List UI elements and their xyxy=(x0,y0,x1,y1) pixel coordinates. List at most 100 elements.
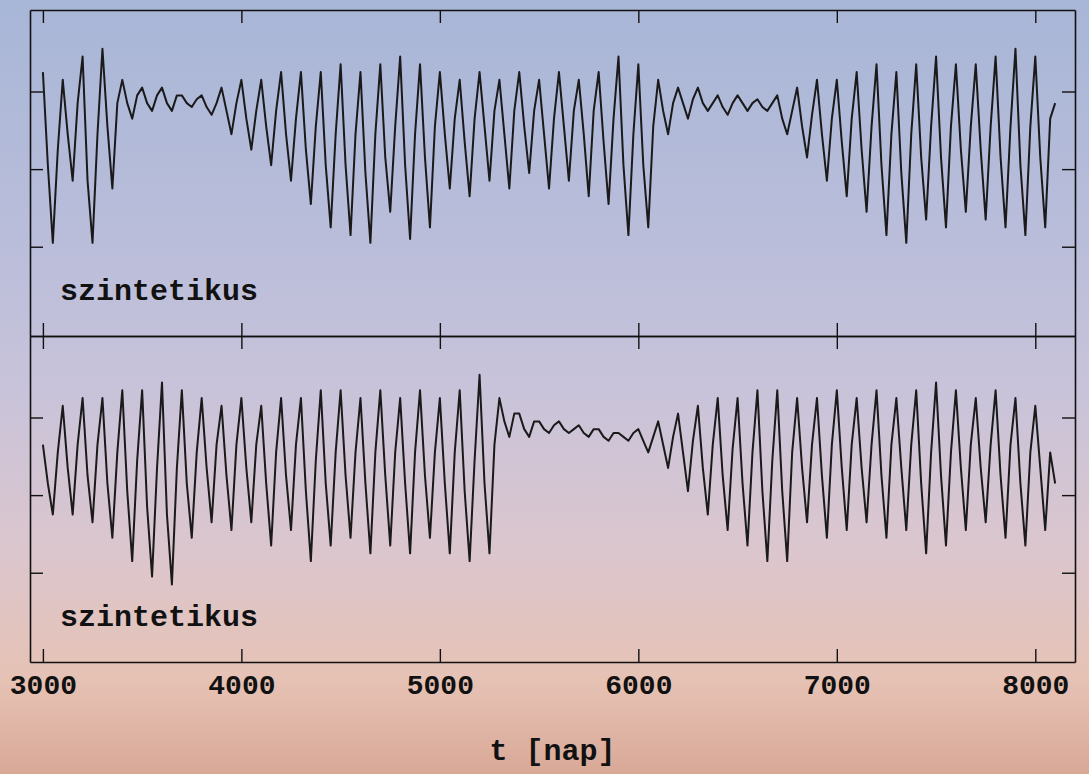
x-axis-title: t [nap] xyxy=(489,735,615,769)
x-axis-bottom-tick xyxy=(241,323,242,336)
tick-mark xyxy=(241,336,242,349)
tick-label: 6000 xyxy=(605,671,672,702)
tick-mark xyxy=(1062,495,1075,496)
plot-area xyxy=(43,375,1055,585)
tick-mark xyxy=(837,336,838,349)
y-axis-right-line xyxy=(1075,11,1077,337)
tick-mark xyxy=(837,323,838,336)
x-axis-top-line xyxy=(31,336,1076,338)
x-axis-bottom-tick: 8000 xyxy=(1002,649,1069,702)
tick-mark xyxy=(1035,336,1036,349)
y-axis-left xyxy=(30,337,43,663)
y-axis-left-tick xyxy=(30,573,43,574)
tick-mark xyxy=(241,323,242,336)
x-axis-bottom-line xyxy=(31,336,1076,338)
tick-mark xyxy=(440,323,441,336)
x-axis-top-tick xyxy=(43,336,44,349)
tick-label: 5000 xyxy=(407,671,474,702)
x-axis-top-tick xyxy=(1035,336,1036,349)
x-axis-top-tick xyxy=(1035,10,1036,23)
y-axis-left-tick xyxy=(30,495,43,496)
tick-mark xyxy=(837,649,838,662)
tick-mark xyxy=(1062,417,1075,418)
y-axis-right-tick xyxy=(1062,169,1075,170)
plot-area xyxy=(43,49,1055,243)
tick-mark xyxy=(43,336,44,349)
tick-mark xyxy=(30,91,43,92)
x-axis-bottom-tick: 4000 xyxy=(208,649,275,702)
y-axis-right-tick xyxy=(1062,247,1075,248)
x-axis-bottom-tick: 6000 xyxy=(605,649,672,702)
y-axis-left-tick xyxy=(30,247,43,248)
y-axis-left-line xyxy=(30,337,32,663)
x-axis-bottom xyxy=(31,323,1076,337)
chart-root: szintetikus 3000 4000 5000 6000 7000 8000 szint… xyxy=(0,0,1089,774)
tick-mark xyxy=(440,10,441,23)
y-axis-right xyxy=(1062,337,1076,663)
x-axis-top xyxy=(31,336,1076,349)
tick-label: 4000 xyxy=(208,671,275,702)
tick-mark xyxy=(1035,649,1036,662)
y-axis-right-tick xyxy=(1062,495,1075,496)
x-axis-top-tick xyxy=(638,336,639,349)
x-axis-top-tick xyxy=(241,336,242,349)
tick-mark xyxy=(1035,10,1036,23)
panel-annotation: szintetikus xyxy=(60,275,258,309)
tick-mark xyxy=(837,10,838,23)
x-axis-top-tick xyxy=(837,336,838,349)
y-axis-right-line xyxy=(1075,337,1077,663)
x-axis-bottom-tick xyxy=(1035,323,1036,336)
tick-mark xyxy=(1062,247,1075,248)
panel-annotation: szintetikus xyxy=(60,601,258,635)
y-axis-left-line xyxy=(30,11,32,337)
x-axis-top-tick xyxy=(440,336,441,349)
tick-mark xyxy=(43,323,44,336)
tick-mark xyxy=(440,336,441,349)
x-axis-top xyxy=(31,10,1076,23)
tick-mark xyxy=(1062,169,1075,170)
tick-mark xyxy=(241,649,242,662)
tick-mark xyxy=(1062,91,1075,92)
tick-mark xyxy=(1035,323,1036,336)
tick-mark xyxy=(440,649,441,662)
tick-mark xyxy=(638,323,639,336)
x-axis-bottom-tick xyxy=(638,323,639,336)
tick-mark xyxy=(30,573,43,574)
tick-label: 7000 xyxy=(804,671,871,702)
tick-mark xyxy=(1062,573,1075,574)
x-axis-bottom-tick: 7000 xyxy=(804,649,871,702)
x-axis-top-line xyxy=(31,10,1076,12)
y-axis-right-tick xyxy=(1062,418,1075,419)
tick-mark xyxy=(241,10,242,23)
tick-mark xyxy=(638,10,639,23)
y-axis-right xyxy=(1062,11,1076,337)
y-axis-right-tick xyxy=(1062,92,1075,93)
y-axis-left xyxy=(30,11,43,337)
light-curve xyxy=(43,49,1055,243)
tick-mark xyxy=(43,649,44,662)
x-axis-top-tick xyxy=(440,10,441,23)
x-axis-top-tick xyxy=(43,10,44,23)
x-axis-bottom-tick: 5000 xyxy=(407,649,474,702)
y-axis-left-tick xyxy=(30,92,43,93)
x-axis-bottom: 3000 4000 5000 6000 7000 8000 xyxy=(10,649,1076,702)
x-axis-bottom-tick xyxy=(43,323,44,336)
x-axis-bottom-tick xyxy=(837,323,838,336)
y-axis-left-tick xyxy=(30,169,43,170)
light-curve xyxy=(43,375,1055,585)
x-axis-bottom-line xyxy=(31,662,1076,664)
chart-svg: szintetikus 3000 4000 5000 6000 7000 8000 szint… xyxy=(0,0,1089,774)
tick-mark xyxy=(638,336,639,349)
tick-mark xyxy=(43,10,44,23)
tick-mark xyxy=(30,169,43,170)
tick-mark xyxy=(638,649,639,662)
x-axis-bottom-tick xyxy=(440,323,441,336)
y-axis-left-tick xyxy=(30,418,43,419)
tick-mark xyxy=(30,417,43,418)
tick-mark xyxy=(30,247,43,248)
tick-mark xyxy=(30,495,43,496)
tick-label: 8000 xyxy=(1002,671,1069,702)
tick-label: 3000 xyxy=(10,671,77,702)
x-axis-top-tick xyxy=(638,10,639,23)
x-axis-bottom-tick: 3000 xyxy=(10,649,77,702)
